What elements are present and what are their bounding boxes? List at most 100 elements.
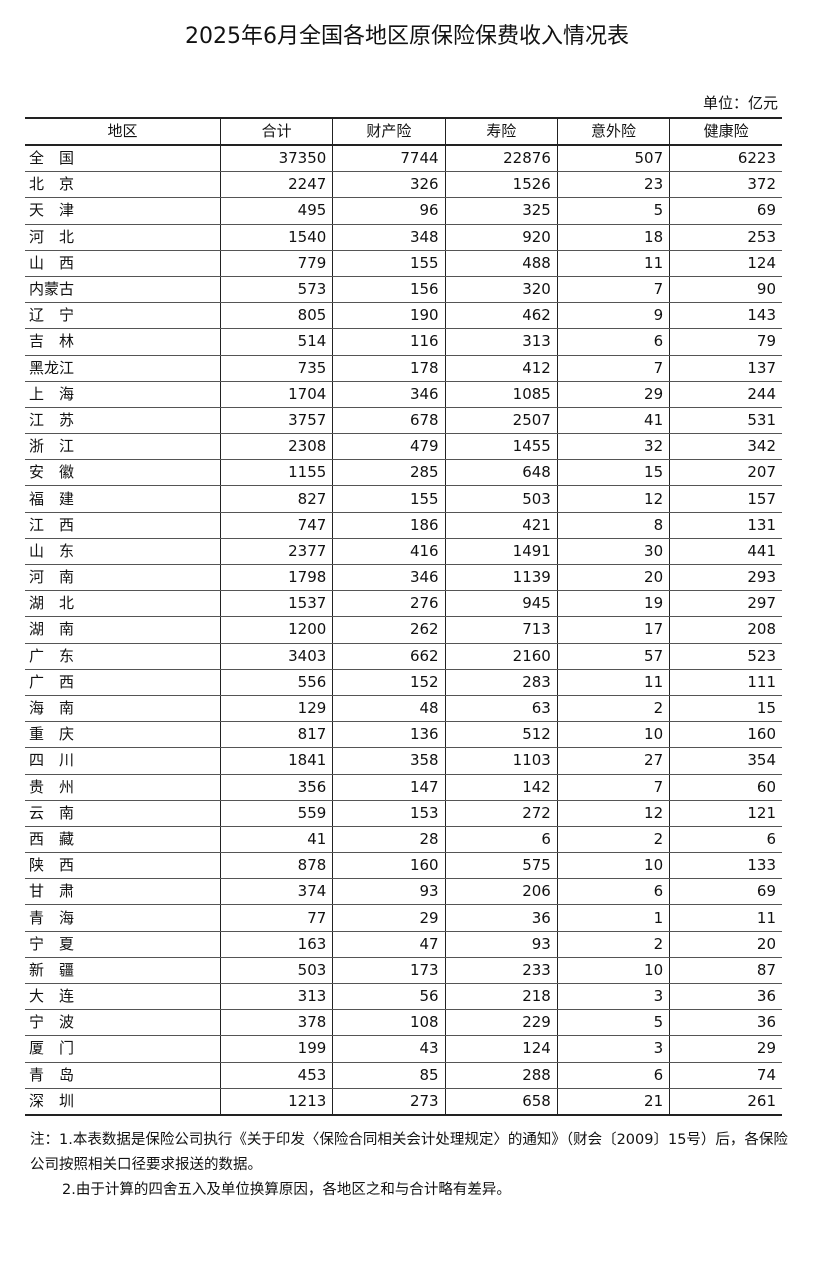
- region-cell: 云 南: [25, 800, 222, 827]
- total-cell: 559: [220, 800, 334, 827]
- property-cell: 346: [332, 381, 446, 408]
- health-cell: 74: [669, 1062, 782, 1089]
- life-cell: 462: [444, 302, 558, 330]
- accident-cell: 19: [556, 590, 671, 618]
- table-row: 山 东 2377 416 1491 30 441: [25, 538, 782, 566]
- health-cell: 69: [669, 197, 782, 225]
- total-cell: 453: [220, 1062, 334, 1089]
- property-cell: 326: [332, 171, 446, 199]
- total-cell: 779: [220, 250, 334, 277]
- life-cell: 272: [444, 800, 558, 827]
- region-cell: 广 东: [25, 643, 222, 670]
- total-cell: 1540: [220, 224, 334, 251]
- life-cell: 1085: [444, 381, 558, 408]
- footnote-2: 2.由于计算的四舍五入及单位换算原因，各地区之和与合计略有差异。: [62, 1182, 511, 1198]
- total-cell: 1537: [220, 590, 334, 618]
- table-row: 四 川 1841 358 1103 27 354: [25, 747, 782, 775]
- table-row: 安 徽 1155 285 648 15 207: [25, 459, 782, 487]
- property-cell: 155: [332, 250, 446, 277]
- life-cell: 206: [444, 878, 558, 906]
- table-row: 海 南 129 48 63 2 15: [25, 695, 782, 723]
- total-cell: 2247: [220, 171, 334, 199]
- accident-cell: 18: [556, 224, 671, 251]
- footnotes: 注：1.本表数据是保险公司执行《关于印发〈保险合同相关会计处理规定〉的通知》（财…: [30, 1128, 790, 1203]
- region-cell: 江 西: [25, 512, 222, 539]
- total-cell: 1841: [220, 747, 334, 775]
- life-cell: 1455: [444, 433, 558, 461]
- table-row: 内蒙古 573 156 320 7 90: [25, 276, 782, 304]
- region-cell: 福 建: [25, 485, 222, 513]
- property-cell: 93: [332, 878, 446, 906]
- accident-cell: 20: [556, 564, 671, 592]
- accident-cell: 7: [556, 355, 671, 382]
- total-cell: 827: [220, 485, 334, 513]
- property-cell: 56: [332, 983, 446, 1011]
- health-cell: 124: [669, 250, 782, 277]
- total-cell: 2377: [220, 538, 334, 566]
- table-row: 上 海 1704 346 1085 29 244: [25, 381, 782, 408]
- column-header-health: 健康险: [669, 117, 782, 146]
- accident-cell: 2: [556, 931, 671, 958]
- region-cell: 西 藏: [25, 826, 222, 854]
- life-cell: 648: [444, 459, 558, 487]
- property-cell: 346: [332, 564, 446, 592]
- table-row: 甘 肃 374 93 206 6 69: [25, 878, 782, 906]
- total-cell: 129: [220, 695, 334, 723]
- property-cell: 156: [332, 276, 446, 304]
- region-cell: 江 苏: [25, 407, 222, 435]
- life-cell: 2507: [444, 407, 558, 435]
- region-cell: 青 岛: [25, 1062, 222, 1089]
- health-cell: 297: [669, 590, 782, 618]
- health-cell: 131: [669, 512, 782, 539]
- accident-cell: 10: [556, 852, 671, 880]
- region-cell: 上 海: [25, 381, 222, 408]
- health-cell: 253: [669, 224, 782, 251]
- region-cell: 新 疆: [25, 957, 222, 985]
- accident-cell: 507: [556, 145, 671, 173]
- life-cell: 325: [444, 197, 558, 225]
- footnote-1: 注：1.本表数据是保险公司执行《关于印发〈保险合同相关会计处理规定〉的通知》（财…: [30, 1132, 788, 1173]
- property-cell: 186: [332, 512, 446, 539]
- accident-cell: 21: [556, 1088, 671, 1116]
- health-cell: 244: [669, 381, 782, 408]
- life-cell: 320: [444, 276, 558, 304]
- accident-cell: 30: [556, 538, 671, 566]
- total-cell: 495: [220, 197, 334, 225]
- life-cell: 1526: [444, 171, 558, 199]
- total-cell: 77: [220, 904, 334, 932]
- health-cell: 69: [669, 878, 782, 906]
- total-cell: 3403: [220, 643, 334, 670]
- unit-label: 单位：亿元: [702, 94, 778, 112]
- life-cell: 658: [444, 1088, 558, 1116]
- health-cell: 523: [669, 643, 782, 670]
- accident-cell: 3: [556, 1035, 671, 1063]
- health-cell: 15: [669, 695, 782, 723]
- life-cell: 421: [444, 512, 558, 539]
- health-cell: 36: [669, 983, 782, 1011]
- property-cell: 43: [332, 1035, 446, 1063]
- page-title: 2025年6月全国各地区原保险保费收入情况表: [185, 24, 629, 49]
- table-row: 贵 州 356 147 142 7 60: [25, 774, 782, 801]
- property-cell: 678: [332, 407, 446, 435]
- table-row: 大 连 313 56 218 3 36: [25, 983, 782, 1011]
- property-cell: 136: [332, 721, 446, 749]
- region-cell: 黑龙江: [25, 355, 222, 382]
- accident-cell: 3: [556, 983, 671, 1011]
- region-cell: 吉 林: [25, 328, 222, 356]
- table-row: 河 南 1798 346 1139 20 293: [25, 564, 782, 592]
- life-cell: 920: [444, 224, 558, 251]
- table-row: 广 西 556 152 283 11 111: [25, 669, 782, 696]
- total-cell: 1704: [220, 381, 334, 408]
- table-header-row: 地区 合计 财产险 寿险 意外险 健康险: [25, 117, 782, 146]
- life-cell: 124: [444, 1035, 558, 1063]
- column-header-life: 寿险: [444, 117, 558, 146]
- life-cell: 1139: [444, 564, 558, 592]
- life-cell: 1103: [444, 747, 558, 775]
- life-cell: 2160: [444, 643, 558, 670]
- total-cell: 514: [220, 328, 334, 356]
- life-cell: 93: [444, 931, 558, 958]
- accident-cell: 2: [556, 695, 671, 723]
- accident-cell: 11: [556, 250, 671, 277]
- region-cell: 青 海: [25, 904, 222, 932]
- table-row: 宁 夏 163 47 93 2 20: [25, 931, 782, 958]
